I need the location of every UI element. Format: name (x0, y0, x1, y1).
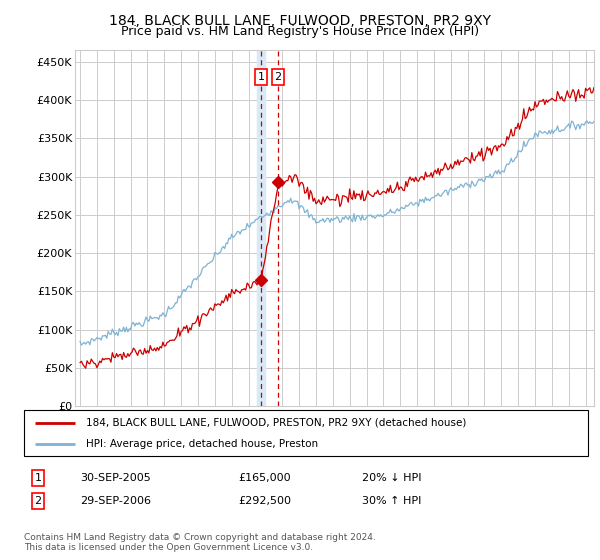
Text: 184, BLACK BULL LANE, FULWOOD, PRESTON, PR2 9XY (detached house): 184, BLACK BULL LANE, FULWOOD, PRESTON, … (86, 418, 466, 428)
Text: 2: 2 (274, 72, 281, 82)
Text: 1: 1 (257, 72, 265, 82)
Text: 30-SEP-2005: 30-SEP-2005 (80, 473, 151, 483)
Text: 29-SEP-2006: 29-SEP-2006 (80, 496, 151, 506)
Text: £165,000: £165,000 (238, 473, 291, 483)
Text: HPI: Average price, detached house, Preston: HPI: Average price, detached house, Pres… (86, 438, 318, 449)
Text: 20% ↓ HPI: 20% ↓ HPI (362, 473, 422, 483)
Text: 30% ↑ HPI: 30% ↑ HPI (362, 496, 422, 506)
Text: 184, BLACK BULL LANE, FULWOOD, PRESTON, PR2 9XY: 184, BLACK BULL LANE, FULWOOD, PRESTON, … (109, 14, 491, 28)
Text: Contains HM Land Registry data © Crown copyright and database right 2024.
This d: Contains HM Land Registry data © Crown c… (24, 533, 376, 552)
Text: 1: 1 (35, 473, 41, 483)
Text: 2: 2 (35, 496, 41, 506)
Bar (257, 50, 265, 406)
Text: £292,500: £292,500 (238, 496, 292, 506)
Text: Price paid vs. HM Land Registry's House Price Index (HPI): Price paid vs. HM Land Registry's House … (121, 25, 479, 38)
